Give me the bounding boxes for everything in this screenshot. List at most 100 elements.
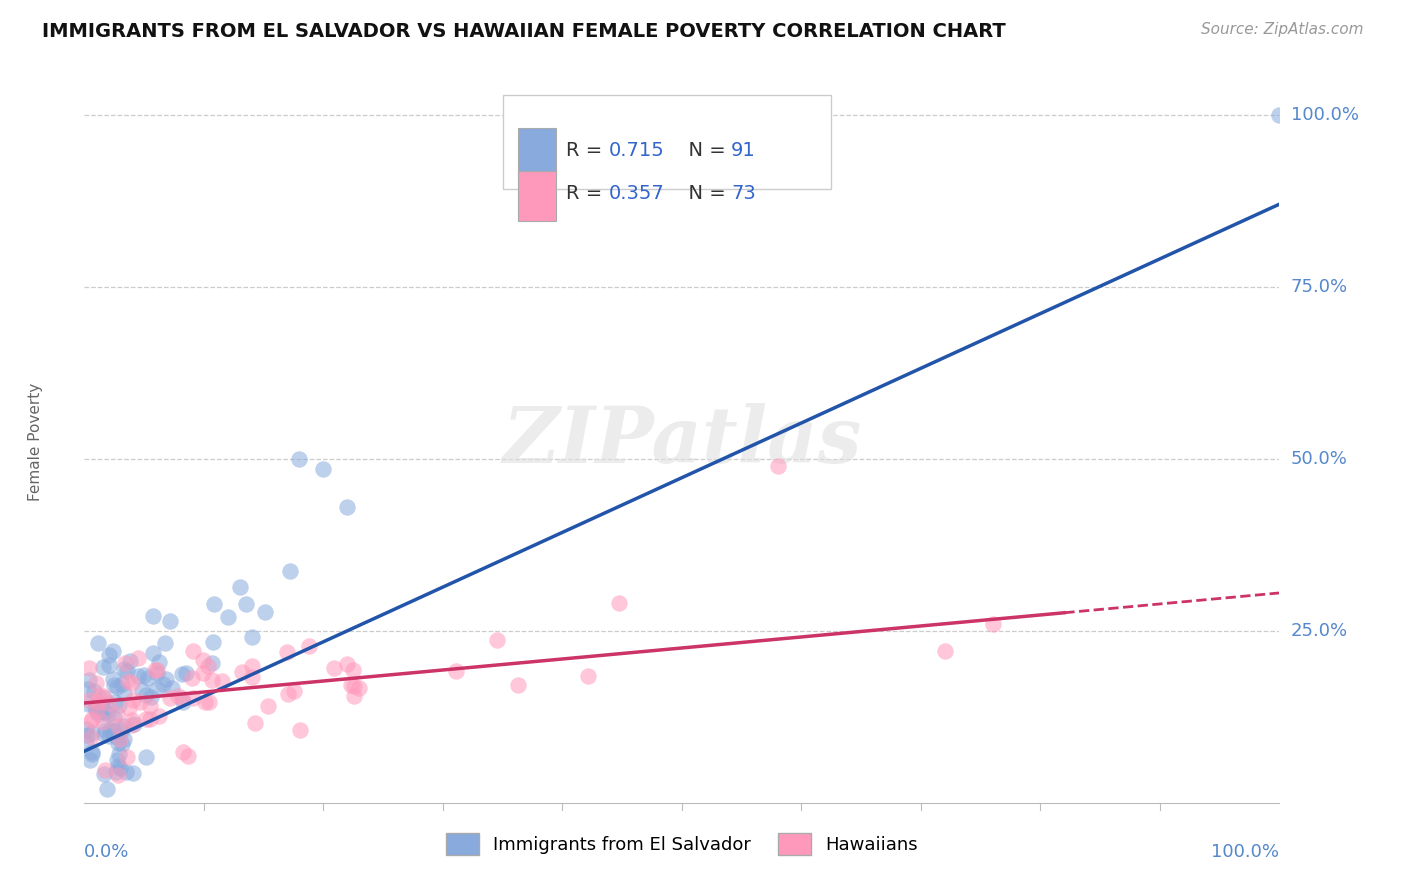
Point — [97, 706, 120, 721]
Point — [138, 671, 160, 685]
Point — [112, 732, 135, 747]
Legend: Immigrants from El Salvador, Hawaiians: Immigrants from El Salvador, Hawaiians — [439, 826, 925, 863]
Point — [146, 666, 169, 681]
Point — [177, 748, 200, 763]
Point — [609, 596, 631, 610]
Point — [112, 686, 135, 700]
Point — [93, 767, 115, 781]
Point — [159, 615, 181, 629]
Point — [336, 500, 359, 514]
Point — [174, 666, 197, 681]
Point — [343, 689, 366, 703]
Point — [120, 655, 142, 669]
Point — [114, 657, 136, 671]
Point — [98, 658, 121, 673]
Point — [240, 630, 263, 644]
Point — [152, 677, 174, 691]
FancyBboxPatch shape — [503, 95, 831, 189]
Point — [104, 694, 127, 708]
Point — [342, 663, 364, 677]
Point — [172, 695, 194, 709]
Text: R =: R = — [567, 141, 609, 160]
Point — [127, 651, 149, 665]
Point — [84, 676, 107, 690]
Point — [94, 764, 117, 778]
Point — [312, 462, 335, 476]
Point — [108, 698, 131, 712]
Point — [96, 782, 118, 797]
Point — [87, 636, 110, 650]
Point — [110, 724, 132, 739]
Point — [201, 673, 224, 687]
Point — [86, 695, 108, 709]
Point — [79, 753, 101, 767]
Point — [160, 681, 183, 695]
Point — [91, 689, 114, 703]
Point — [77, 697, 100, 711]
Point — [444, 664, 467, 678]
Point — [111, 737, 134, 751]
Point — [80, 712, 103, 726]
Point — [235, 597, 257, 611]
Text: 0.357: 0.357 — [609, 185, 665, 203]
Point — [336, 657, 359, 671]
Point — [101, 723, 124, 738]
Point — [77, 681, 100, 696]
Point — [121, 675, 143, 690]
Point — [87, 707, 110, 722]
Point — [80, 747, 103, 761]
Point — [121, 713, 143, 727]
Text: Source: ZipAtlas.com: Source: ZipAtlas.com — [1201, 22, 1364, 37]
Point — [115, 664, 138, 678]
Point — [105, 681, 128, 695]
Point — [83, 684, 105, 698]
Point — [93, 690, 115, 705]
Point — [194, 695, 217, 709]
Point — [82, 726, 104, 740]
Point — [107, 759, 129, 773]
Point — [107, 730, 129, 744]
Point — [142, 608, 165, 623]
Point — [217, 610, 239, 624]
Point — [105, 753, 128, 767]
Point — [84, 700, 107, 714]
Point — [107, 736, 129, 750]
Text: 100.0%: 100.0% — [1291, 105, 1358, 124]
Point — [135, 712, 157, 726]
Point — [146, 663, 169, 677]
Point — [80, 714, 103, 729]
Point — [132, 667, 155, 681]
Point — [94, 723, 117, 737]
Point — [576, 669, 599, 683]
Point — [143, 663, 166, 677]
Text: ZIPatlas: ZIPatlas — [502, 403, 862, 480]
Point — [122, 693, 145, 707]
Point — [107, 747, 129, 761]
Text: 0.715: 0.715 — [609, 141, 665, 160]
Text: 73: 73 — [731, 185, 755, 203]
Point — [107, 719, 129, 733]
Text: IMMIGRANTS FROM EL SALVADOR VS HAWAIIAN FEMALE POVERTY CORRELATION CHART: IMMIGRANTS FROM EL SALVADOR VS HAWAIIAN … — [42, 22, 1005, 41]
Text: N =: N = — [676, 185, 733, 203]
Point — [112, 719, 135, 733]
Point — [108, 761, 131, 775]
Point — [138, 712, 160, 726]
Point — [245, 715, 267, 730]
Point — [108, 732, 131, 747]
Point — [508, 678, 530, 692]
Point — [97, 648, 120, 662]
Point — [240, 670, 263, 684]
Point — [76, 728, 98, 742]
Point — [288, 723, 311, 737]
Point — [139, 690, 162, 705]
Point — [172, 745, 194, 759]
Point — [253, 605, 276, 619]
Text: 91: 91 — [731, 141, 755, 160]
Point — [766, 458, 789, 473]
Point — [86, 702, 108, 716]
Point — [105, 765, 128, 780]
Point — [112, 662, 135, 676]
Point — [288, 451, 311, 466]
Point — [347, 681, 370, 695]
Text: 100.0%: 100.0% — [1212, 843, 1279, 861]
